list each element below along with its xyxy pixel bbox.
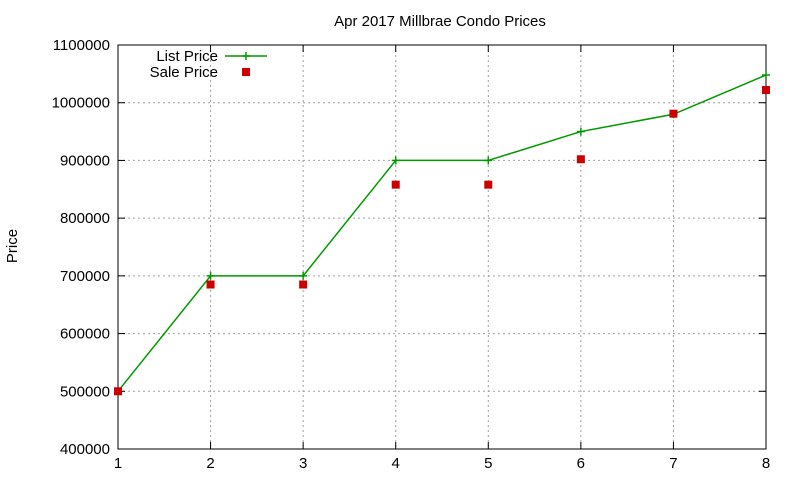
y-tick-label: 700000 — [60, 268, 110, 285]
y-tick-label: 900000 — [60, 152, 110, 169]
x-tick-label: 4 — [392, 455, 400, 472]
list-price-point — [299, 271, 308, 280]
sale-price-point — [299, 280, 308, 289]
series-1 — [114, 71, 770, 396]
legend-label: Sale Price — [150, 64, 218, 81]
x-tick-label: 2 — [206, 455, 214, 472]
legend-square-marker — [242, 68, 250, 76]
chart-title: Apr 2017 Millbrae Condo Prices — [334, 13, 546, 30]
x-tick-label: 7 — [669, 455, 677, 472]
y-tick-label: 500000 — [60, 383, 110, 400]
x-tick-label: 8 — [762, 455, 770, 472]
y-tick-label: 600000 — [60, 326, 110, 343]
tick-labels: 1 2 3 4 5 6 7 8 400000 500000 600000 700000 800000 90… — [52, 37, 771, 472]
x-tick-label: 5 — [484, 455, 492, 472]
y-axis-title: Price — [4, 229, 21, 263]
sale-price-point — [114, 387, 122, 396]
legend-entry: List Price — [156, 48, 267, 65]
list-price-point — [762, 71, 770, 80]
sale-price-point — [669, 109, 678, 118]
sale-price-point — [206, 280, 215, 289]
sale-price-point — [762, 86, 770, 95]
y-tick-label: 1100000 — [53, 37, 110, 54]
axes — [117, 44, 767, 450]
list-price-point — [391, 156, 400, 165]
legend-entry: Sale Price — [150, 64, 250, 81]
legend-label: List Price — [156, 48, 218, 65]
sale-price-point — [484, 180, 493, 189]
y-tick-label: 400000 — [60, 441, 110, 458]
list-price-line — [117, 74, 767, 392]
plot-border — [117, 44, 767, 450]
legend-plus-marker — [242, 52, 250, 60]
y-tick-label: 1000000 — [52, 95, 110, 112]
sale-price-point — [391, 180, 400, 189]
sale-price-point — [576, 155, 585, 164]
data-series — [114, 71, 770, 396]
x-tick-label: 3 — [299, 455, 307, 472]
list-price-point — [206, 271, 215, 280]
y-tick-label: 800000 — [60, 210, 110, 227]
x-tick-label: 1 — [114, 455, 122, 472]
series-2 — [114, 86, 770, 396]
list-price-point — [576, 127, 585, 136]
x-tick-label: 6 — [577, 455, 585, 472]
list-price-point — [484, 156, 493, 165]
grid-lines — [118, 45, 766, 449]
